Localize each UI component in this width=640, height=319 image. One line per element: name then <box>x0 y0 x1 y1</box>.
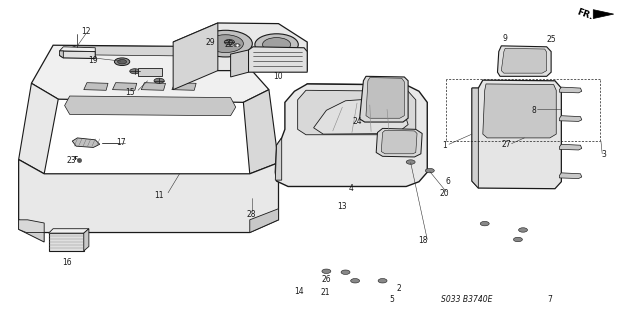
Text: 1: 1 <box>442 141 447 150</box>
Polygon shape <box>559 87 582 93</box>
Polygon shape <box>275 84 428 187</box>
Text: 16: 16 <box>61 258 71 267</box>
Polygon shape <box>19 160 278 233</box>
Text: 2: 2 <box>396 284 401 293</box>
Text: 4: 4 <box>348 184 353 193</box>
Text: 5: 5 <box>389 295 394 304</box>
Text: 11: 11 <box>154 190 164 200</box>
Polygon shape <box>248 47 307 72</box>
Polygon shape <box>173 23 218 90</box>
Polygon shape <box>381 130 417 154</box>
Circle shape <box>341 270 350 274</box>
Polygon shape <box>376 128 422 157</box>
Polygon shape <box>497 46 551 76</box>
Polygon shape <box>472 80 561 189</box>
Circle shape <box>154 78 164 83</box>
Text: 14: 14 <box>294 287 304 296</box>
Text: FR.: FR. <box>575 7 594 21</box>
Polygon shape <box>60 51 63 58</box>
Circle shape <box>322 269 331 273</box>
Polygon shape <box>314 99 408 134</box>
Bar <box>138 68 163 76</box>
Polygon shape <box>250 209 278 233</box>
Circle shape <box>130 69 140 74</box>
Polygon shape <box>483 84 556 138</box>
Polygon shape <box>60 51 95 59</box>
Polygon shape <box>65 96 236 116</box>
Text: 8: 8 <box>531 106 536 115</box>
Polygon shape <box>501 48 547 73</box>
Circle shape <box>207 35 243 53</box>
Circle shape <box>224 40 234 45</box>
Circle shape <box>118 60 127 64</box>
Polygon shape <box>298 90 416 135</box>
Polygon shape <box>49 229 89 233</box>
Text: 19: 19 <box>88 56 98 65</box>
Polygon shape <box>65 46 224 56</box>
Text: 7: 7 <box>547 295 552 304</box>
Circle shape <box>406 160 415 164</box>
Circle shape <box>262 38 291 52</box>
Circle shape <box>426 168 435 173</box>
Text: 28: 28 <box>247 210 257 219</box>
Polygon shape <box>230 50 248 77</box>
Text: 3: 3 <box>602 150 607 159</box>
Polygon shape <box>559 116 582 122</box>
Circle shape <box>351 278 360 283</box>
Polygon shape <box>360 76 408 122</box>
Polygon shape <box>559 173 582 179</box>
Polygon shape <box>84 229 89 251</box>
Circle shape <box>255 34 298 56</box>
Text: 23: 23 <box>66 156 76 165</box>
Polygon shape <box>49 233 84 251</box>
Text: 15: 15 <box>125 88 134 97</box>
Text: 10: 10 <box>274 72 284 81</box>
Polygon shape <box>472 88 478 188</box>
Polygon shape <box>300 84 415 141</box>
Circle shape <box>234 44 240 47</box>
Polygon shape <box>84 83 108 90</box>
Circle shape <box>513 237 522 242</box>
Text: 22: 22 <box>225 40 234 49</box>
Text: 25: 25 <box>547 35 556 44</box>
Text: 18: 18 <box>419 236 428 245</box>
Text: 26: 26 <box>321 275 331 284</box>
Polygon shape <box>60 47 95 52</box>
Polygon shape <box>173 23 307 70</box>
Polygon shape <box>31 45 269 102</box>
Text: 12: 12 <box>81 27 90 36</box>
Circle shape <box>480 221 489 226</box>
Polygon shape <box>593 10 614 19</box>
Polygon shape <box>559 144 582 150</box>
Text: 29: 29 <box>205 38 215 47</box>
Text: 9: 9 <box>502 34 508 43</box>
Polygon shape <box>172 83 196 90</box>
Circle shape <box>378 278 387 283</box>
Polygon shape <box>141 83 166 90</box>
Polygon shape <box>19 220 44 233</box>
Text: 21: 21 <box>321 288 330 297</box>
Polygon shape <box>19 220 44 242</box>
Polygon shape <box>72 138 100 147</box>
Circle shape <box>115 58 130 65</box>
Circle shape <box>518 228 527 232</box>
Text: 20: 20 <box>440 189 449 198</box>
Text: S033 B3740E: S033 B3740E <box>441 295 493 304</box>
Polygon shape <box>19 83 58 174</box>
Polygon shape <box>243 90 278 174</box>
Text: 17: 17 <box>116 138 125 147</box>
Polygon shape <box>275 138 282 180</box>
Polygon shape <box>113 83 137 90</box>
Text: 24: 24 <box>352 117 362 126</box>
Polygon shape <box>366 78 404 118</box>
Text: 6: 6 <box>445 177 450 186</box>
Circle shape <box>198 30 252 57</box>
Text: 27: 27 <box>502 140 511 149</box>
Text: 13: 13 <box>337 202 347 211</box>
Polygon shape <box>310 91 403 122</box>
